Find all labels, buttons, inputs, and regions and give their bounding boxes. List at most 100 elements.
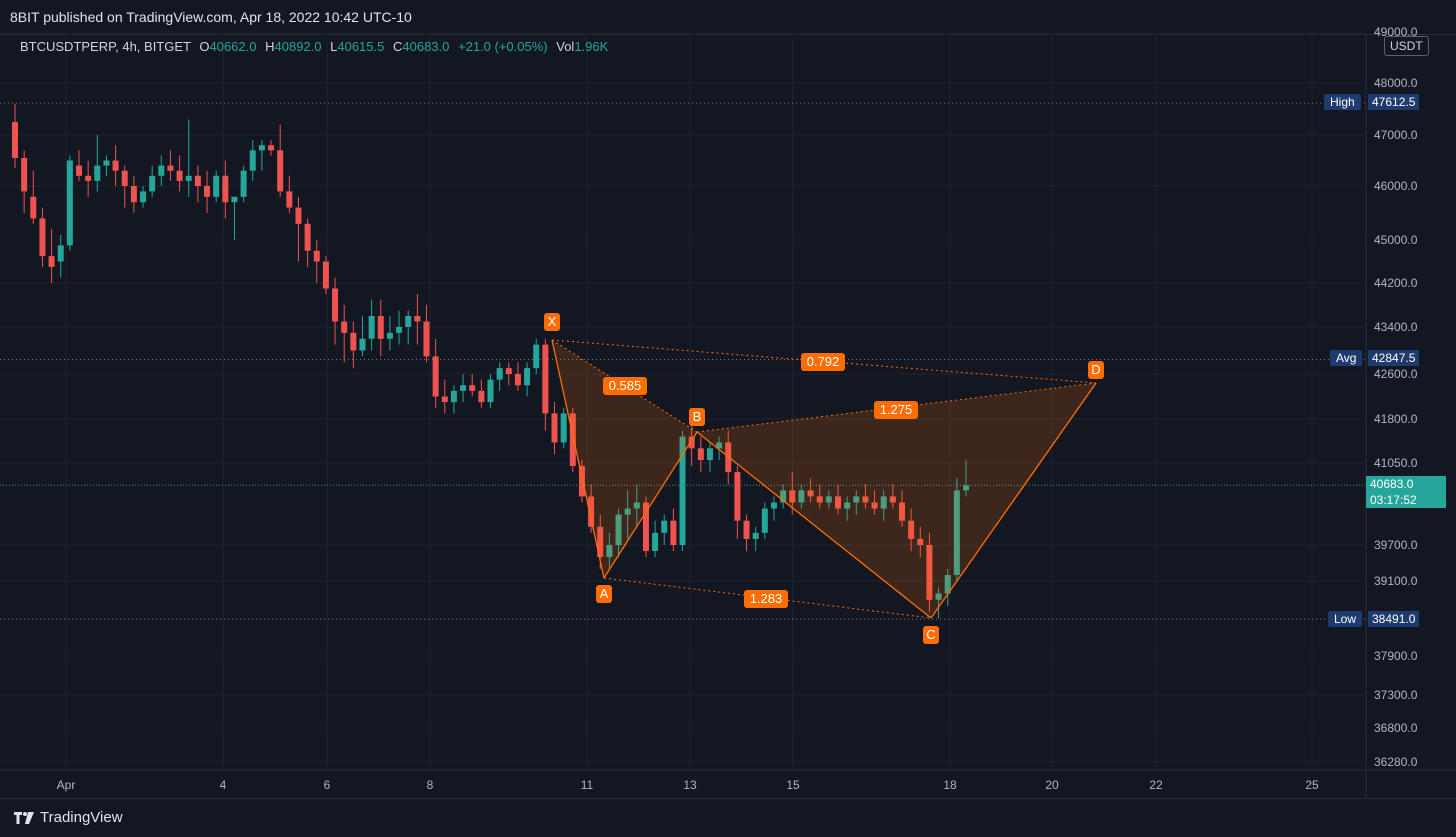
candle-body (268, 145, 275, 151)
candle-body (871, 502, 878, 509)
candle-body (963, 485, 969, 491)
volume-label: Vol (556, 39, 575, 54)
open-value: 40662.0 (209, 39, 257, 54)
candle-body (222, 175, 229, 203)
pattern-leg (551, 339, 605, 579)
candle-body (76, 165, 83, 176)
candle-body (761, 508, 768, 533)
candle-body (423, 321, 430, 357)
candle-body (304, 223, 311, 251)
price-tick-label: 42600.0 (1374, 367, 1418, 381)
tag-text: 1.283 (750, 591, 783, 606)
tag-bg (1088, 361, 1104, 379)
candle-body (158, 165, 165, 176)
currency-selector[interactable]: USDT (1384, 36, 1429, 56)
candle-body (606, 545, 613, 557)
candle-body (825, 496, 832, 503)
candle-body (149, 175, 156, 192)
tag-bg (923, 626, 939, 644)
candle-body (39, 218, 46, 257)
open-label: O (199, 39, 210, 54)
candle-body (94, 165, 101, 181)
ratio-xb-label: 0.585 (603, 377, 647, 395)
candle-body (30, 196, 37, 219)
point-b-label: B (689, 408, 705, 426)
avg-side-label: Avg (1330, 350, 1363, 366)
candle-body (350, 332, 357, 351)
candle-body (103, 160, 110, 166)
price-tick-label: 43400.0 (1374, 320, 1418, 334)
last-price-tag: 40683.0 03:17:52 (1366, 476, 1446, 508)
candle-body (405, 316, 412, 327)
candle-body (359, 338, 366, 351)
high-side-label: High (1324, 94, 1361, 110)
candle-body (176, 170, 183, 181)
price-chart[interactable]: X A B C D 0.585 0.792 1.275 1.283 49000.0 48000.0… (0, 0, 1456, 798)
candle-body (898, 502, 905, 521)
price-tick-label: 39100.0 (1374, 574, 1418, 588)
price-tick-label: 46000.0 (1374, 179, 1418, 193)
candle-body (597, 526, 604, 557)
time-tick-label: Apr (57, 778, 76, 792)
candle-body (432, 356, 439, 397)
candle-body (57, 245, 64, 262)
candle-body (140, 191, 147, 203)
price-tick-label: 48000.0 (1374, 76, 1418, 90)
point-a-label: A (596, 585, 612, 603)
candle-body (670, 520, 677, 545)
axis-borders (0, 34, 1456, 798)
time-tick-label: 4 (220, 778, 227, 792)
candle-body (706, 448, 713, 461)
candle-body (21, 157, 28, 192)
candle-body (926, 545, 933, 600)
candle-body (569, 413, 576, 467)
high-price-tag: 47612.5 (1368, 94, 1420, 110)
price-tick-label: 39700.0 (1374, 538, 1418, 552)
last-price-value: 40683.0 (1370, 477, 1414, 491)
candle-body (917, 538, 924, 545)
candle-body (935, 593, 942, 600)
close-value: 40683.0 (402, 39, 450, 54)
price-tick-label: 37300.0 (1374, 688, 1418, 702)
avg-price-tag: 42847.5 (1368, 350, 1420, 366)
tag-bg (689, 408, 705, 426)
tag-bg (596, 585, 612, 603)
time-tick-label: 22 (1149, 778, 1163, 792)
time-tick-label: 25 (1305, 778, 1319, 792)
price-tick-label: 47000.0 (1374, 128, 1418, 142)
candle-body (112, 160, 119, 171)
symbol-label[interactable]: BTCUSDTPERP, 4h, BITGET (20, 39, 191, 54)
candle-body (944, 575, 951, 594)
pattern-leg (930, 382, 1097, 619)
candle-body (633, 502, 640, 509)
candle-body (249, 150, 256, 171)
candle-body (130, 186, 137, 203)
candle-body (908, 520, 915, 539)
candle-body (734, 472, 741, 521)
candle-body (789, 490, 796, 503)
bcd-triangle (697, 383, 1096, 618)
candle-body (240, 170, 247, 197)
time-tick-label: 11 (581, 778, 594, 792)
candle-body (661, 520, 668, 533)
tradingview-logo[interactable]: TradingView (14, 809, 123, 826)
bar-countdown: 03:17:52 (1370, 493, 1417, 507)
candle-body (469, 385, 476, 391)
candle-body (286, 191, 293, 208)
price-axis: 49000.0 48000.0 47000.0 46000.0 45000.0 44200… (1374, 25, 1418, 769)
tag-text: 0.792 (807, 354, 840, 369)
change-value: +21.0 (+0.05%) (458, 39, 548, 54)
pattern-leg (696, 431, 932, 619)
candle-body (615, 514, 622, 545)
candle-body (834, 496, 841, 509)
time-tick-label: 20 (1045, 778, 1059, 792)
candle-body (514, 374, 521, 386)
candle-body (752, 532, 759, 539)
candle-body (688, 436, 695, 449)
pattern-ratio-line (551, 339, 1097, 384)
candle-body (167, 165, 174, 171)
candle-body (798, 490, 805, 503)
harmonic-pattern: X A B C D 0.585 0.792 1.275 1.283 (544, 313, 1104, 644)
price-tick-label: 37900.0 (1374, 649, 1418, 663)
candlestick-series (12, 103, 969, 619)
